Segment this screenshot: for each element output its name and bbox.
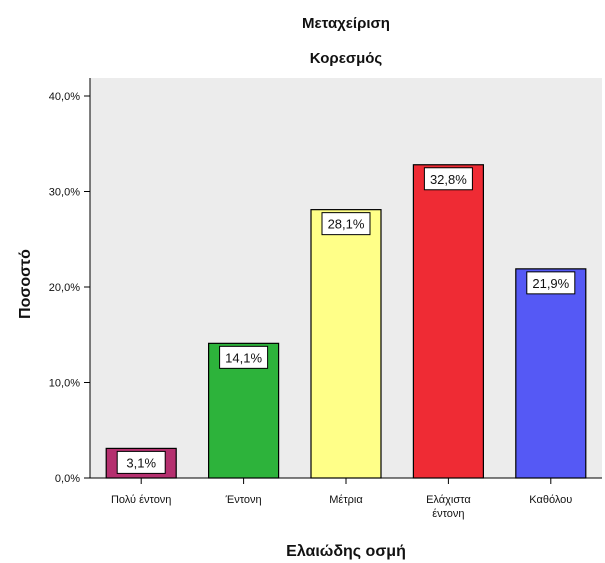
- data-label: 14,1%: [225, 350, 262, 365]
- y-axis: 0,0% 10,0% 20,0% 30,0% 40,0%: [49, 91, 90, 485]
- data-label-box: [321, 212, 371, 236]
- bars: 3,1% 14,1% 28,1% 32,8% 21,9%: [105, 164, 587, 479]
- y-tick-label: 30,0%: [49, 187, 80, 199]
- data-label-box: [219, 345, 269, 369]
- data-label: 32,8%: [430, 172, 467, 187]
- category-label: Καθόλου: [529, 494, 572, 506]
- data-label-box: [423, 167, 473, 191]
- bar: [412, 164, 484, 479]
- category-label: Πολύ έντονη: [111, 494, 172, 506]
- bar: [515, 268, 587, 479]
- data-label: 21,9%: [532, 276, 569, 291]
- x-axis-title: Ελαιώδης οσμή: [286, 543, 406, 560]
- y-tick-label: 10,0%: [49, 378, 80, 390]
- y-axis-title: Ποσοστό: [17, 249, 34, 319]
- data-label: 28,1%: [328, 217, 365, 232]
- category-label: Μέτρια: [329, 494, 363, 506]
- bar: [310, 209, 382, 479]
- category-label: Ελάχιστα έντονη: [426, 494, 471, 520]
- chart-title: Μεταχείριση: [302, 15, 390, 32]
- y-tick-label: 0,0%: [55, 473, 80, 485]
- y-tick-label: 40,0%: [49, 91, 80, 103]
- data-label-box: [526, 271, 576, 295]
- data-label: 3,1%: [126, 455, 156, 470]
- category-label: Έντονη: [225, 494, 262, 506]
- y-tick-label: 20,0%: [49, 282, 80, 294]
- x-axis: Πολύ έντονη Έντονη Μέτρια Ελάχιστα έντονη Καθ…: [111, 478, 572, 520]
- chart-subtitle: Κορεσμός: [310, 50, 383, 67]
- data-label-box: [116, 450, 166, 474]
